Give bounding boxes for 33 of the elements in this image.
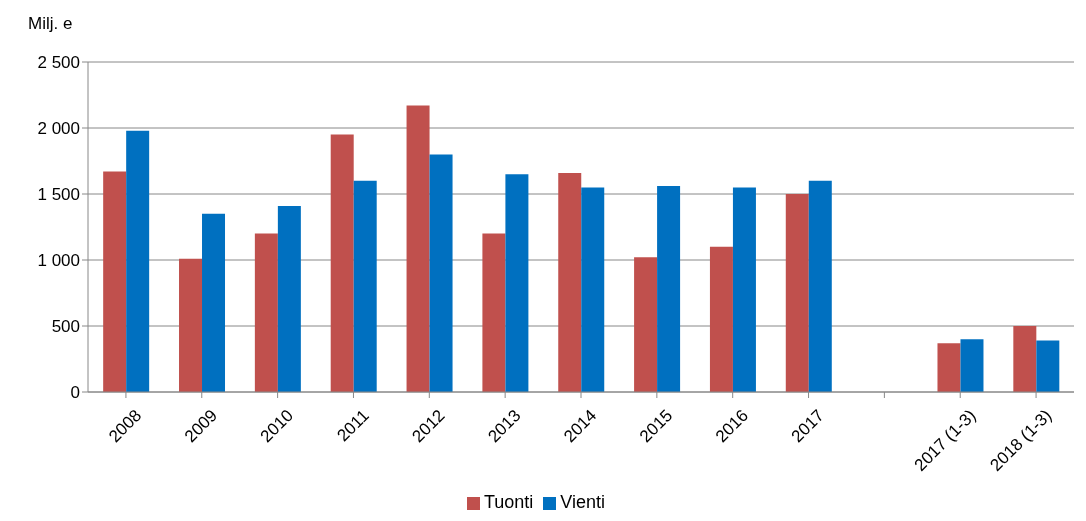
bar [406,105,430,392]
y-axis-title: Milj. e [28,14,73,34]
bar [808,180,832,392]
bar [126,130,150,392]
y-tick-label: 2 500 [37,53,80,73]
y-tick-label: 1 000 [37,251,80,271]
y-tick-label: 0 [70,383,80,403]
y-tick-label: 500 [51,317,80,337]
y-tick-label: 1 500 [37,185,80,205]
bar [581,187,605,392]
bar [254,233,278,392]
bar [785,194,809,392]
bar [709,246,733,392]
bar [732,187,756,392]
bar [482,233,506,392]
bar [330,134,354,392]
bar [505,174,529,392]
bar [1013,326,1037,392]
bar [202,213,226,392]
bar [937,343,961,392]
bar [353,180,377,392]
bar [179,258,203,392]
legend-label: Tuonti [483,492,534,512]
bar [634,257,658,392]
bar [1036,340,1060,392]
legend-label: Vienti [560,492,606,512]
bar [558,172,582,392]
y-tick-label: 2 000 [37,119,80,139]
bar [960,339,984,392]
bar [657,186,681,392]
bar [277,205,301,392]
bar [103,171,127,392]
bar [429,154,453,392]
